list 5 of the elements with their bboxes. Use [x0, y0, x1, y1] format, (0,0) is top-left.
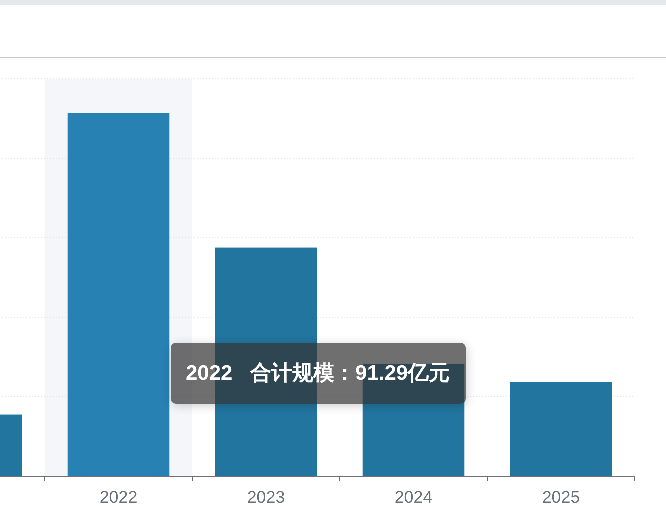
x-tick-label: 2022: [100, 488, 138, 507]
tooltip: 2022 合计规模：91.29亿元: [171, 343, 466, 404]
x-tick-label: 2024: [394, 488, 433, 507]
x-tick-label: 2025: [542, 488, 580, 507]
x-tick-label: 2023: [247, 488, 286, 507]
